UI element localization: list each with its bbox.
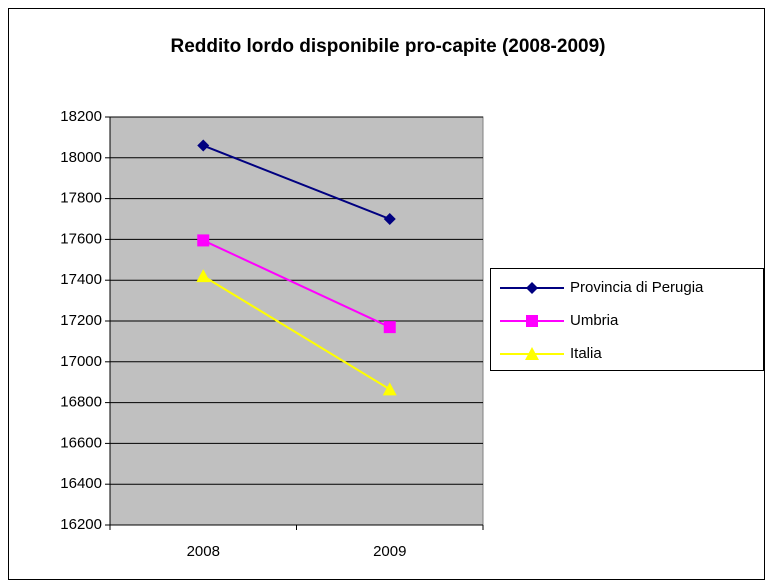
y-tick-label: 16600 [60,434,102,451]
legend-label: Umbria [570,312,619,329]
y-tick-label: 18200 [60,108,102,125]
marker [526,282,538,294]
x-tick-label: 2009 [373,543,406,560]
series-line [202,144,391,220]
marker [383,213,396,225]
y-tick-label: 18000 [60,149,102,166]
marker [197,234,210,247]
series-line [202,275,391,391]
y-tick-label: 16200 [60,516,102,533]
y-tick-label: 17400 [60,271,102,288]
marker [197,139,210,152]
y-tick-label: 17200 [60,312,102,329]
y-tick-label: 16800 [60,394,102,411]
marker [526,315,538,327]
marker [383,321,396,334]
marker [382,382,397,396]
y-tick-label: 16400 [60,475,102,492]
y-tick-label: 17800 [60,190,102,207]
legend-label: Italia [570,345,602,362]
chart-title: Reddito lordo disponibile pro-capite (20… [171,36,606,57]
x-tick-label: 2008 [187,543,220,560]
marker [196,269,211,283]
marker [525,347,539,360]
y-tick-label: 17600 [60,230,102,247]
y-tick-label: 17000 [60,353,102,370]
series-line [202,239,391,329]
legend-label: Provincia di Perugia [570,279,704,296]
